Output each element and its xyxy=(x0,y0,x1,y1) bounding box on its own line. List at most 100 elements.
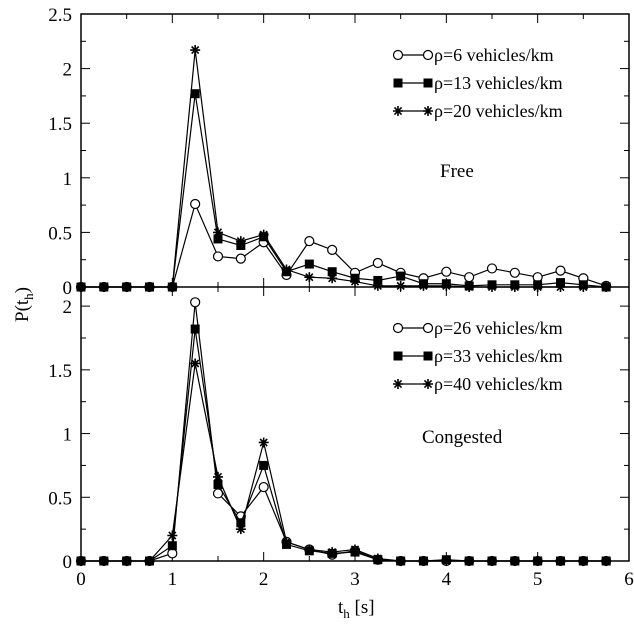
data-point-panel2-3 xyxy=(464,556,475,566)
data-point-panel2-3 xyxy=(395,556,406,566)
data-point-panel2-2 xyxy=(213,480,223,490)
data-point-panel1-1 xyxy=(486,263,498,274)
data-point-panel1-3 xyxy=(190,45,201,56)
data-point-panel1-3 xyxy=(464,282,475,292)
data-point-panel1-3 xyxy=(258,229,269,240)
data-point-panel1-3 xyxy=(327,273,338,284)
x-tick-label: 3 xyxy=(350,569,360,590)
data-point-panel1-2 xyxy=(396,271,406,281)
data-point-panel1-3 xyxy=(281,264,292,275)
data-point-panel1-1 xyxy=(327,244,338,255)
legend-marker xyxy=(393,351,403,361)
series-line-panel1-2 xyxy=(81,93,607,288)
data-point-panel1-3 xyxy=(235,236,246,247)
y-tick-label: 1.5 xyxy=(48,361,72,382)
y-tick-label: 1.5 xyxy=(48,114,72,135)
y-tick-label: 0.5 xyxy=(48,488,72,509)
data-point-panel1-3 xyxy=(441,280,452,291)
y-axis-label: P(th) xyxy=(12,287,36,322)
legend-marker xyxy=(393,379,403,389)
data-point-panel1-3 xyxy=(395,280,406,291)
series-line-panel2-1 xyxy=(81,302,607,562)
data-point-panel2-3 xyxy=(281,536,292,547)
data-point-panel2-3 xyxy=(532,556,543,566)
legend-label: ρ=13 vehicles/km xyxy=(434,73,563,93)
y-tick-label: 1 xyxy=(63,425,73,446)
data-point-panel2-3 xyxy=(121,556,132,566)
y-tick-label: 2 xyxy=(63,297,73,318)
data-point-panel1-3 xyxy=(76,282,86,292)
legend-marker xyxy=(423,106,433,116)
y-axis-label-close: ) xyxy=(12,287,33,293)
x-tick-label: 5 xyxy=(533,569,543,590)
data-point-panel2-2 xyxy=(259,460,269,470)
data-point-panel1-3 xyxy=(167,282,178,292)
legend-label: ρ=33 vehicles/km xyxy=(434,346,563,366)
data-point-panel2-3 xyxy=(144,556,155,566)
y-tick-label: 0 xyxy=(63,552,73,573)
legend-marker xyxy=(422,322,434,334)
data-point-panel2-3 xyxy=(418,556,429,566)
y-tick-label: 0.5 xyxy=(48,223,72,244)
legend-marker xyxy=(393,106,403,116)
data-point-panel2-3 xyxy=(304,544,315,555)
data-point-panel2-1 xyxy=(190,297,201,308)
data-point-panel2-3 xyxy=(76,556,86,566)
legend-marker xyxy=(423,379,433,389)
panel-annotation-congested: Congested xyxy=(422,427,503,448)
data-point-panel1-3 xyxy=(350,276,360,287)
legend-marker xyxy=(392,322,404,334)
legend-marker xyxy=(422,49,434,61)
data-point-panel2-3 xyxy=(327,547,338,558)
y-tick-label: 2.5 xyxy=(48,5,72,26)
y-tick-label: 2 xyxy=(63,60,73,81)
legend-marker xyxy=(423,351,433,361)
data-point-panel2-3 xyxy=(509,556,520,566)
data-point-panel2-3 xyxy=(213,471,223,482)
data-point-panel1-3 xyxy=(578,282,589,292)
data-point-panel2-3 xyxy=(555,556,566,566)
data-point-panel2-2 xyxy=(190,324,200,334)
data-point-panel2-3 xyxy=(487,556,497,566)
x-tick-label: 2 xyxy=(259,569,269,590)
data-point-panel1-1 xyxy=(441,266,452,277)
data-point-panel1-2 xyxy=(373,275,383,285)
data-point-panel2-3 xyxy=(98,556,109,566)
data-point-panel1-3 xyxy=(487,282,497,292)
data-point-panel2-2 xyxy=(167,541,177,551)
data-point-panel1-3 xyxy=(213,227,223,238)
y-axis-label-sub: h xyxy=(21,293,36,300)
data-point-panel2-2 xyxy=(236,518,246,528)
legend-layer: ρ=6 vehicles/km ρ=13 vehicles/km ρ=20 vehi… xyxy=(392,45,563,394)
legend-label: ρ=6 vehicles/km xyxy=(434,45,554,65)
y-tick-label: 1 xyxy=(63,169,73,190)
x-tick-label: 1 xyxy=(168,569,178,590)
data-point-panel1-3 xyxy=(555,282,566,292)
x-tick-label: 4 xyxy=(442,569,452,590)
data-point-panel1-3 xyxy=(372,280,383,291)
x-axis-label-main: t xyxy=(338,597,344,618)
panel-annotation-free: Free xyxy=(440,161,474,182)
data-point-panel1-1 xyxy=(212,251,224,262)
legend-marker xyxy=(393,78,403,88)
series-layer xyxy=(75,45,612,567)
data-point-panel2-3 xyxy=(441,556,452,566)
x-axis-label-unit: [s] xyxy=(350,597,375,618)
data-point-panel1-3 xyxy=(121,282,132,292)
data-point-panel2-3 xyxy=(372,553,383,564)
y-axis-label-main: P(t xyxy=(12,299,33,322)
data-point-panel1-3 xyxy=(509,282,520,292)
data-point-panel2-3 xyxy=(350,544,360,555)
data-point-panel1-2 xyxy=(304,259,314,269)
legend-label: ρ=26 vehicles/km xyxy=(434,318,563,338)
x-tick-label: 6 xyxy=(624,569,634,590)
legend-label: ρ=20 vehicles/km xyxy=(434,101,563,121)
y-tick-label: 0 xyxy=(63,278,73,299)
data-point-panel1-3 xyxy=(98,282,109,292)
data-point-panel1-3 xyxy=(532,282,543,292)
legend-label: ρ=40 vehicles/km xyxy=(434,374,563,394)
x-tick-label: 0 xyxy=(76,569,86,590)
data-point-panel1-1 xyxy=(509,267,520,278)
x-axis-label-sub: h xyxy=(343,606,350,621)
